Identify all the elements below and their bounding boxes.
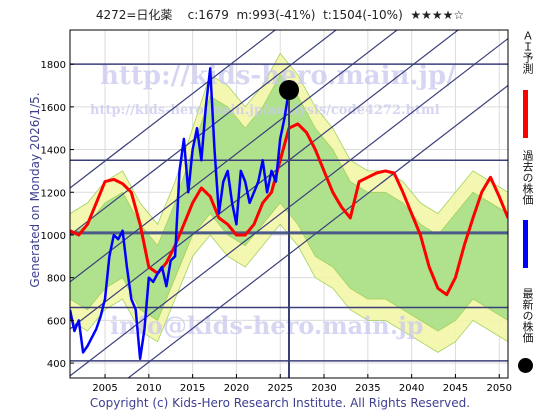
legend-latest-label: 最新の株価 bbox=[521, 288, 534, 343]
y-tick-label-1400: 1400 bbox=[41, 146, 66, 157]
x-tick-label-2030: 2030 bbox=[311, 383, 336, 394]
watermark: http://kids-hero.main.jp/ http://kids-he… bbox=[90, 61, 456, 340]
chart-title: 4272=日化薬 c:1679 m:993(-41%) t:1504(-10%)… bbox=[95, 8, 465, 22]
past-price-line bbox=[70, 67, 291, 361]
y-tick-label-1200: 1200 bbox=[41, 188, 66, 199]
y-tick-label-1800: 1800 bbox=[41, 60, 66, 71]
x-tick-label-2005: 2005 bbox=[92, 383, 117, 394]
trend-channel-line-6 bbox=[70, 30, 277, 189]
watermark-url-analysis: http://kids-hero.main.jp/analysis/code42… bbox=[90, 103, 440, 118]
y-tick-label-1000: 1000 bbox=[41, 231, 66, 242]
latest-price-marker bbox=[279, 79, 299, 100]
x-axis-ticks: 2005 2010 2015 2020 2025 2030 2035 2040 2045 2050 bbox=[92, 374, 512, 394]
y-axis-ticks: 400 600 800 1000 1200 1400 1600 1800 bbox=[41, 60, 74, 370]
y-tick-label-400: 400 bbox=[47, 359, 66, 370]
x-tick-label-2020: 2020 bbox=[224, 383, 249, 394]
plot-frame bbox=[69, 29, 509, 379]
legend: ＡＩ予測 過去の株価 最新の株価 bbox=[512, 30, 542, 375]
y-tick-label-800: 800 bbox=[47, 274, 66, 285]
y-tick-label-1600: 1600 bbox=[41, 103, 66, 114]
legend-past-swatch bbox=[523, 220, 528, 268]
x-tick-label-2035: 2035 bbox=[355, 383, 380, 394]
current-price-marker-group bbox=[279, 79, 299, 378]
x-tick-label-2015: 2015 bbox=[180, 383, 205, 394]
legend-latest-marker bbox=[518, 358, 533, 373]
x-tick-label-2050: 2050 bbox=[487, 383, 512, 394]
trend-channel-line-5 bbox=[70, 30, 338, 236]
x-tick-label-2010: 2010 bbox=[136, 383, 161, 394]
legend-forecast-label: ＡＩ予測 bbox=[521, 30, 534, 74]
legend-forecast-swatch bbox=[523, 90, 528, 138]
watermark-email: info@kids-hero.main.jp bbox=[110, 311, 424, 340]
x-tick-label-2045: 2045 bbox=[443, 383, 468, 394]
copyright-notice: Copyright (c) Kids-Hero Research Institu… bbox=[89, 396, 471, 410]
x-tick-label-2025: 2025 bbox=[268, 383, 293, 394]
watermark-url: http://kids-hero.main.jp/ bbox=[100, 61, 456, 91]
legend-past-label: 過去の株価 bbox=[521, 150, 534, 205]
y-tick-label-600: 600 bbox=[47, 316, 66, 327]
x-tick-label-2040: 2040 bbox=[399, 383, 424, 394]
